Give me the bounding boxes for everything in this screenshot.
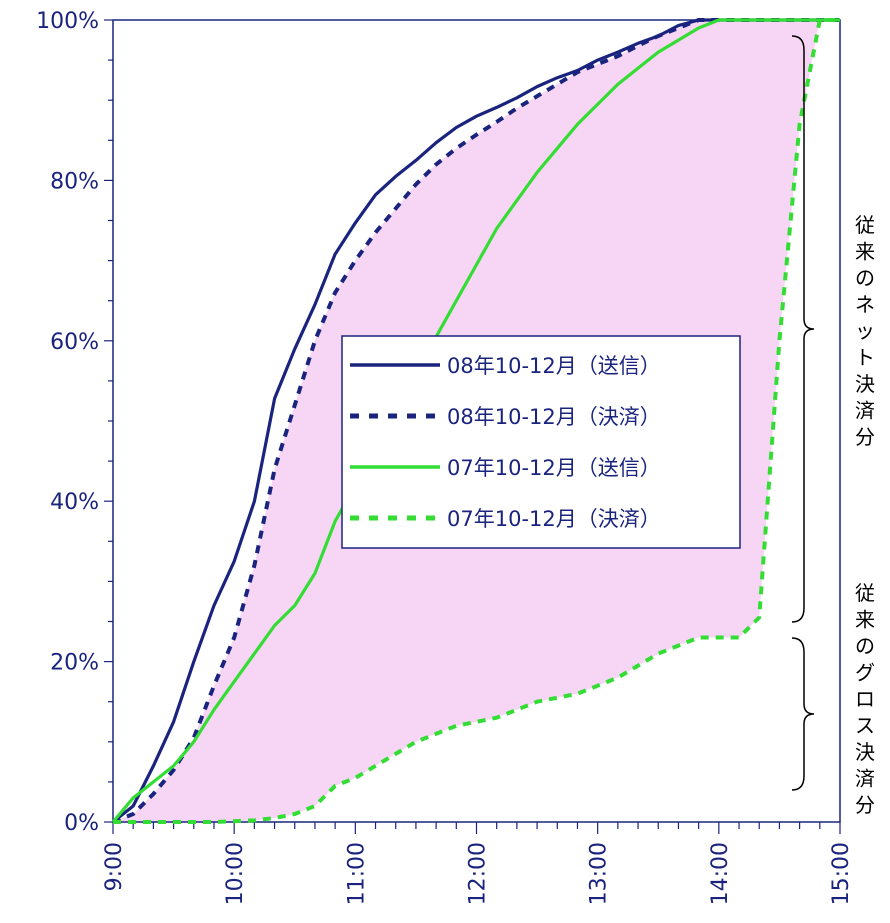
y-tick-label: 40% — [50, 490, 99, 515]
series-line-3 — [113, 18, 840, 824]
side-label-char: グ — [855, 661, 875, 685]
side-label-char: ッ — [855, 319, 875, 343]
side-label-char: 分 — [855, 793, 875, 817]
side-label-char: 済 — [855, 767, 875, 791]
side-label-char: ス — [855, 714, 875, 738]
legend-label-1: 08年10-12月（決済） — [447, 405, 661, 429]
net-bracket — [791, 35, 815, 623]
y-tick-label: 0% — [64, 811, 99, 836]
side-label-char: ト — [855, 346, 875, 370]
y-tick-label: 80% — [50, 169, 99, 194]
side-label-char: 従 — [855, 213, 875, 237]
side-label-char: ロ — [855, 687, 875, 711]
side-label-char: 済 — [855, 399, 875, 423]
y-tick-label: 100% — [36, 9, 99, 34]
y-tick-label: 20% — [50, 651, 99, 676]
gross-bracket — [791, 637, 815, 791]
side-label-char: の — [855, 266, 875, 290]
side-label-char: 来 — [855, 240, 875, 264]
side-label-char: 決 — [855, 740, 875, 764]
x-tick-label: 14:00 — [708, 842, 733, 905]
legend-label-3: 07年10-12月（決済） — [447, 507, 661, 531]
legend-label-2: 07年10-12月（送信） — [447, 456, 661, 480]
x-tick-labels: 9:00 10:00 11:00 12:00 13:00 14:00 15:00 — [102, 842, 854, 905]
y-tick-labels: 0% 20% 40% 60% 80% 100% — [36, 9, 99, 836]
side-label-char: 来 — [855, 608, 875, 632]
side-label-char: ネ — [855, 293, 875, 317]
legend-box — [341, 335, 741, 549]
side-label-char: 従 — [855, 581, 875, 605]
x-tick-label: 11:00 — [344, 842, 369, 905]
x-tick-label: 9:00 — [102, 842, 127, 891]
series — [111, 18, 840, 824]
series-line-2 — [111, 18, 840, 824]
side-label-char: の — [855, 634, 875, 658]
y-tick-label: 60% — [50, 330, 99, 355]
x-tick-label: 15:00 — [829, 842, 854, 905]
legend: 08年10-12月（送信） 08年10-12月（決済） 07年10-12月（送信） 0… — [341, 335, 741, 549]
side-label-char: 分 — [855, 425, 875, 449]
legend-label-0: 08年10-12月（送信） — [447, 354, 661, 378]
side-label-char: 決 — [855, 372, 875, 396]
x-tick-label: 13:00 — [587, 842, 612, 905]
axes — [104, 19, 841, 834]
x-tick-label: 12:00 — [466, 842, 491, 905]
x-tick-label: 10:00 — [223, 842, 248, 905]
